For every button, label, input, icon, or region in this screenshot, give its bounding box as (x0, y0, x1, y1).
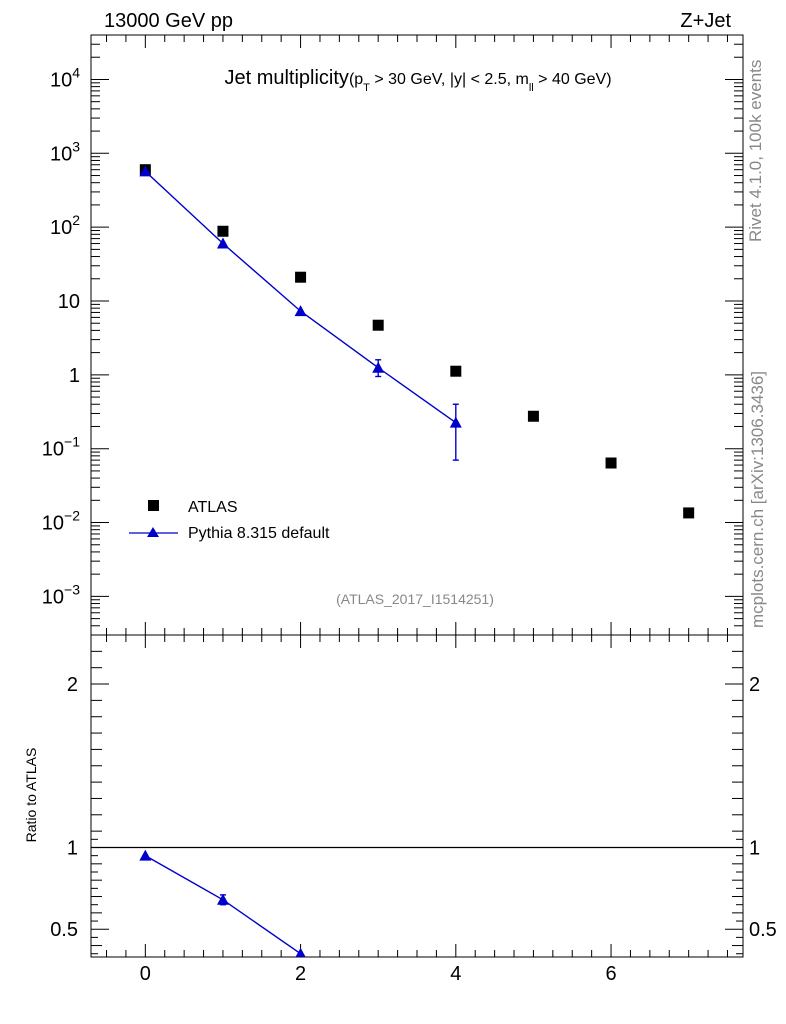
legend-atlas-marker (148, 500, 159, 511)
legend-pythia-marker (147, 527, 159, 537)
title-cuts-mid: > 30 GeV, |y| < 2.5, m (370, 71, 529, 88)
ratio-pythia-point (216, 893, 229, 905)
ratio-y-axis-label: Ratio to ATLAS (23, 748, 39, 843)
header-energy: 13000 GeV pp (104, 10, 233, 32)
y-tick-label: 10−2 (42, 508, 80, 535)
y-tick-label: 10 (58, 291, 80, 313)
legend-pythia-label: Pythia 8.315 default (188, 525, 330, 542)
y-tick-label: 10−3 (42, 581, 80, 608)
ratio-y-tick-label-right: 0.5 (749, 919, 777, 941)
ratio-y-tick-label-right: 1 (749, 837, 760, 859)
source-label: mcplots.cern.ch [arXiv:1306.3436] (748, 371, 767, 628)
y-tick-label: 1 (69, 365, 80, 387)
pythia-point (449, 416, 462, 428)
header-process: Z+Jet (680, 10, 731, 32)
ratio-y-tick-label-left: 2 (67, 674, 78, 696)
legend-atlas-label: ATLAS (188, 499, 238, 516)
analysis-id: (ATLAS_2017_I1514251) (336, 591, 494, 607)
main-axes: 10−3 10−2 10−1 1 10 102 103 104 (42, 34, 743, 636)
x-tick-label: 0 (140, 963, 151, 985)
x-tick-label: 4 (450, 963, 461, 985)
rivet-version-label: Rivet 4.1.0, 100k events (746, 60, 765, 242)
ratio-axes: 0 2 4 6 0.5 0.5 1 1 2 2 (50, 634, 777, 985)
title-main: Jet multiplicity (224, 67, 348, 89)
ratio-y-tick-label-right: 2 (749, 674, 760, 696)
ratio-plot-marks (139, 849, 306, 957)
ratio-y-tick-label-left: 0.5 (50, 919, 78, 941)
atlas-point (295, 271, 307, 283)
x-tick-label: 2 (295, 963, 306, 985)
atlas-point (683, 507, 695, 519)
main-plot-marks (139, 164, 695, 519)
title-cuts-close: > 40 GeV) (534, 71, 612, 88)
y-tick-label: 102 (50, 212, 80, 239)
atlas-point (527, 410, 539, 422)
y-tick-label: 10−1 (42, 434, 80, 461)
pythia-line (144, 170, 457, 424)
ratio-series-group (139, 849, 306, 957)
y-tick-label: 104 (50, 64, 80, 91)
y-tick-label: 103 (50, 138, 80, 165)
atlas-point (217, 225, 229, 237)
ratio-pythia-point (295, 947, 306, 957)
atlas-point (372, 319, 384, 331)
title-m-subscript: ll (529, 82, 534, 94)
pythia-point (139, 165, 152, 177)
ratio-y-tick-label-left: 1 (67, 837, 78, 859)
x-tick-label: 6 (605, 963, 616, 985)
plot-title: Jet multiplicity(pT > 30 GeV, |y| < 2.5,… (224, 67, 611, 94)
title-pt-subscript: T (363, 82, 370, 94)
title-cuts-open: (p (349, 71, 363, 88)
pythia-point (294, 305, 307, 317)
pythia-point (372, 361, 385, 373)
main-plot-frame (90, 34, 744, 636)
pythia-point (216, 237, 229, 249)
ratio-pythia-point (139, 849, 152, 861)
atlas-point (605, 457, 617, 469)
atlas-point (450, 365, 462, 377)
ratio-plot-frame (90, 634, 744, 958)
